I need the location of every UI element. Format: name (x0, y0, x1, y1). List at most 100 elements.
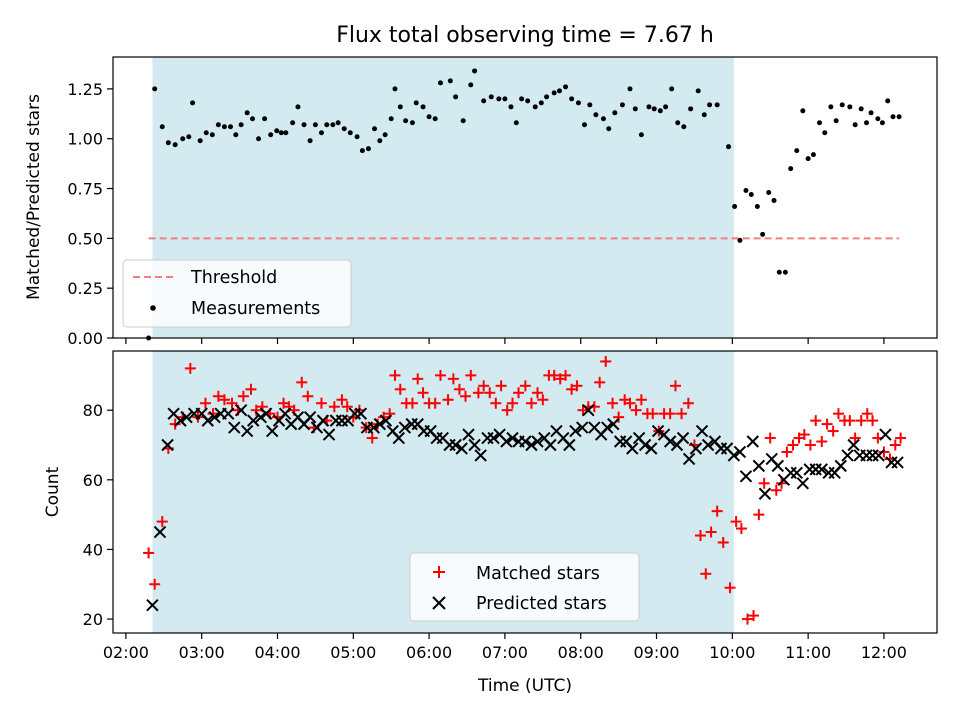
predicted-star-point (354, 407, 368, 420)
measurement-point (392, 86, 398, 92)
measurement-point (508, 104, 514, 110)
matched-star-point (336, 394, 348, 406)
measurement-point (496, 96, 502, 102)
matched-star-point (366, 432, 378, 444)
measurement-point (852, 122, 858, 128)
matched-star-point (600, 355, 612, 367)
x-axis-label: Time (UTC) (477, 676, 572, 696)
measurement-point (238, 122, 244, 128)
measurement-point (701, 112, 707, 118)
measurement-point (468, 82, 474, 88)
matched-star-point (711, 505, 723, 517)
measurement-point (180, 136, 186, 142)
matched-star-point (594, 376, 606, 388)
matched-star-point (861, 408, 873, 420)
x-tick-label: 04:00 (254, 643, 300, 662)
matched-star-point (804, 439, 816, 451)
predicted-star-point (161, 438, 174, 452)
x-tick-label: 05:00 (330, 643, 376, 662)
matched-star-point (647, 408, 659, 420)
measurement-point (760, 231, 766, 237)
matched-star-point (705, 526, 717, 538)
measurement-point (152, 86, 158, 92)
measurement-point (788, 166, 794, 172)
matched-star-point (548, 369, 560, 381)
measurement-point (221, 124, 227, 130)
measurement-point (365, 146, 371, 152)
matched-star-point (816, 436, 828, 448)
y-tick-label: 20 (83, 610, 103, 629)
measurement-point (513, 120, 519, 126)
predicted-star-point (254, 410, 268, 424)
y-tick-label: 0.50 (67, 229, 103, 248)
measurement-point (488, 94, 494, 100)
measurement-point (544, 94, 550, 100)
predicted-star-point (563, 438, 576, 452)
measurement-point (460, 118, 466, 124)
matched-star-point (832, 408, 844, 420)
matched-star-point (855, 415, 867, 427)
measurement-point (262, 116, 268, 122)
measurement-point (864, 120, 870, 126)
measurement-point (215, 122, 221, 128)
matched-star-point (748, 610, 760, 622)
measurement-point (278, 130, 284, 136)
matched-star-point (849, 432, 861, 444)
matched-star-point (341, 401, 353, 413)
measurement-point (833, 118, 839, 124)
matched-star-point (827, 425, 839, 437)
measurement-point (382, 132, 388, 138)
y-tick-label: 0.00 (67, 329, 103, 348)
measurement-point (532, 104, 538, 110)
measurement-point (707, 102, 713, 108)
matched-star-point (669, 380, 681, 392)
measurement-point (794, 148, 800, 154)
predicted-star-point (879, 428, 892, 441)
measurement-point (587, 102, 593, 108)
measurement-point (600, 116, 606, 122)
matched-star-point (226, 397, 238, 409)
matched-star-point (143, 547, 155, 559)
matched-star-point (245, 383, 257, 395)
measurement-point (828, 104, 834, 110)
measurement-point (249, 116, 255, 122)
predicted-star-point (392, 431, 405, 445)
measurement-point (203, 130, 209, 136)
measurement-point (743, 188, 749, 194)
matched-star-point (442, 394, 454, 406)
x-tick-label: 02:00 (103, 643, 149, 662)
measurement-point (519, 96, 525, 102)
measurement-point (186, 134, 192, 140)
predicted-star-point (758, 487, 772, 500)
matched-star-point (453, 383, 465, 395)
matched-star-point (810, 415, 822, 427)
matched-star-point (484, 387, 496, 399)
predicted-star-point (695, 424, 709, 438)
x-tick-label: 08:00 (558, 643, 604, 662)
measurement-point (359, 148, 365, 154)
predicted-star-point (228, 421, 241, 434)
measurement-point (312, 122, 318, 128)
bottom-data-points (143, 355, 907, 625)
predicted-star-point (303, 410, 317, 424)
measurement-point (726, 144, 732, 150)
matched-star-point (237, 390, 249, 402)
matched-star-point (770, 484, 782, 496)
predicted-star-point (689, 442, 703, 455)
measurement-point (612, 110, 618, 116)
x-tick-label: 03:00 (179, 643, 225, 662)
predicted-star-point (676, 431, 690, 445)
measurement-point (582, 122, 588, 128)
measurement-point (437, 80, 443, 86)
predicted-star-point (487, 431, 500, 445)
predicted-star-point (739, 470, 753, 483)
predicted-star-point (240, 424, 254, 438)
measurement-point (688, 106, 694, 112)
x-tick-label: 06:00 (406, 643, 452, 662)
measurement-point (890, 114, 896, 120)
predicted-star-point (682, 452, 696, 466)
predicted-star-point (727, 449, 741, 462)
measurement-point (453, 94, 459, 100)
predicted-star-point (468, 438, 481, 452)
predicted-star-point (316, 414, 330, 427)
